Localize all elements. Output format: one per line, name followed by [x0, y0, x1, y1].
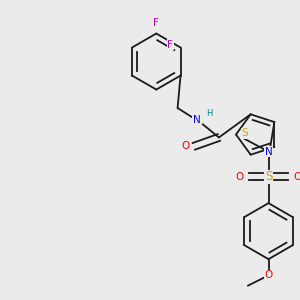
- Text: O: O: [182, 141, 190, 151]
- Text: F: F: [167, 40, 173, 50]
- Text: N: N: [193, 115, 201, 125]
- Text: S: S: [242, 128, 248, 138]
- Text: H: H: [206, 110, 213, 118]
- Text: O: O: [236, 172, 244, 182]
- Text: F: F: [153, 18, 159, 28]
- Text: N: N: [265, 146, 272, 157]
- Text: O: O: [264, 270, 273, 280]
- Text: S: S: [265, 170, 272, 183]
- Text: O: O: [293, 172, 300, 182]
